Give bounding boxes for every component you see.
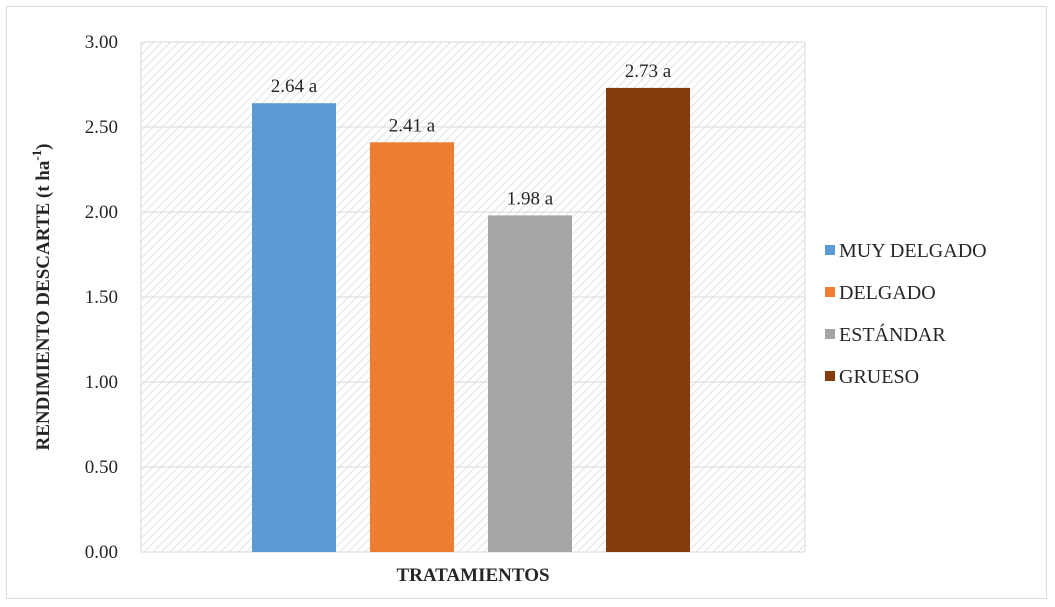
legend-label: ESTÁNDAR [839, 323, 946, 346]
bar [370, 142, 454, 553]
chart-frame [6, 6, 1047, 599]
legend-label: DELGADO [839, 282, 936, 304]
legend-label: MUY DELGADO [839, 240, 987, 262]
gridlines [140, 41, 806, 553]
data-label: 2.64 a [271, 76, 318, 97]
data-label: 2.41 a [389, 115, 436, 136]
data-label: 1.98 a [507, 188, 554, 209]
y-tick-label: 2.00 [85, 202, 118, 223]
y-axis-title-sup: -1 [29, 150, 44, 161]
y-axis-title-end: ) [33, 143, 54, 149]
legend-swatch [825, 287, 835, 297]
legend-label: GRUESO [839, 366, 919, 388]
y-axis-title-main: RENDIMIENTO DESCARTE (t ha [33, 160, 54, 450]
y-tick-label: 1.50 [85, 287, 118, 308]
y-tick-label: 0.00 [85, 542, 118, 563]
x-axis-title: TRATAMIENTOS [396, 565, 549, 586]
y-tick-label: 2.50 [85, 117, 118, 138]
bar [488, 215, 572, 552]
y-tick-label: 0.50 [85, 457, 118, 478]
bar [252, 103, 336, 552]
y-axis-title: RENDIMIENTO DESCARTE (t ha-1) [29, 143, 54, 450]
y-axis-ticks: 0.00 0.50 1.00 1.50 2.00 2.50 3.00 [85, 32, 118, 563]
bars [252, 87, 690, 553]
y-tick-label: 3.00 [85, 32, 118, 53]
data-label: 2.73 a [625, 61, 672, 82]
legend: MUY DELGADO DELGADO ESTÁNDAR GRUESO [825, 240, 987, 388]
legend-swatch [825, 371, 835, 381]
legend-swatch [825, 245, 835, 255]
data-labels: 2.64 a 2.41 a 1.98 a 2.73 a [271, 61, 672, 209]
legend-swatch [825, 329, 835, 339]
y-tick-label: 1.00 [85, 372, 118, 393]
bar [606, 87, 690, 553]
